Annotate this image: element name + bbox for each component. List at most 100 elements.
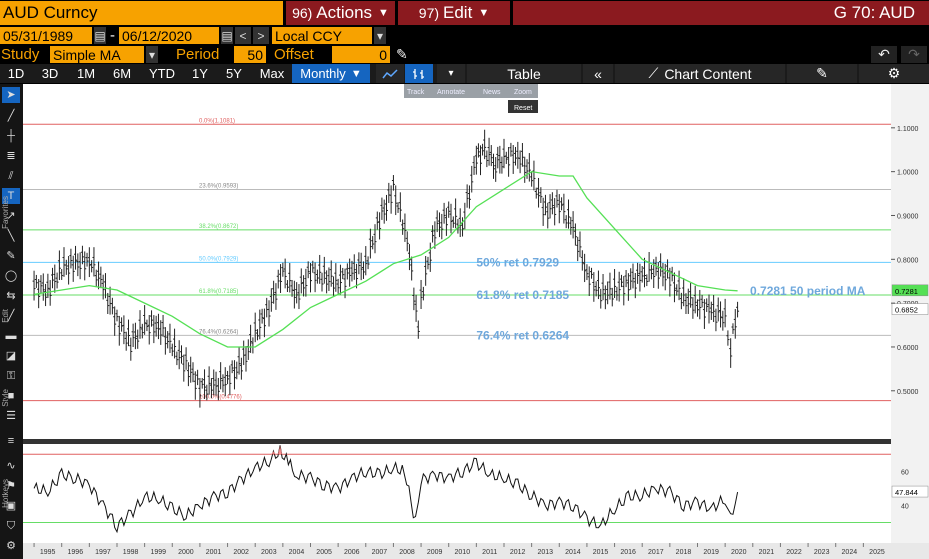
brush-icon[interactable]: ╱ (7, 310, 15, 322)
gear-icon[interactable]: ⚙ (6, 540, 16, 552)
shield-icon[interactable]: ⛉ (6, 520, 16, 532)
x-tick-label: 2023 (814, 549, 830, 556)
x-tick-label: 2013 (537, 549, 553, 556)
end-date-value: 06/12/2020 (122, 27, 193, 44)
measure-icon[interactable]: ⇆ (6, 290, 16, 302)
left-toolbar: ➤ ╱ ┼ ≣ ⫽ T ↗ ╲ ✎ ◯ ⇆ ╱ ▬ ◪ ⚿ ■ ☰ ≡ ∿ ⚑ … (0, 84, 23, 559)
actions-label: Actions (316, 3, 373, 22)
edit-chart-icon[interactable]: ✎ (787, 64, 857, 83)
edit-menu-button[interactable]: 97) Edit ▼ (398, 1, 510, 25)
caret-down-icon: ▼ (478, 7, 490, 19)
period-input[interactable]: 50 (234, 46, 266, 63)
currency-select[interactable]: Local CCY (272, 27, 372, 44)
news-button[interactable]: News (483, 89, 501, 96)
calendar-icon[interactable]: ▤ (221, 27, 233, 44)
ray-icon[interactable]: ╲ (7, 230, 15, 242)
trendline-icon[interactable]: ╱ (7, 110, 15, 122)
x-tick-label: 2014 (565, 549, 581, 556)
end-date-field[interactable]: 06/12/2020 (119, 27, 219, 44)
pen-icon[interactable]: ✎ (6, 250, 16, 262)
lock-icon[interactable]: ⚿ (6, 370, 16, 382)
zoom-button[interactable]: Zoom (514, 89, 532, 96)
tab-5y[interactable]: 5Y (226, 66, 242, 81)
highlight-icon[interactable]: ▬ (5, 330, 17, 342)
line-style-icon[interactable]: ☰ (6, 410, 16, 422)
study-value: Simple MA (53, 46, 121, 63)
frequency-select[interactable]: Monthly ▼ (292, 64, 370, 83)
pane-divider (23, 439, 929, 444)
tab-ytd[interactable]: YTD (149, 66, 175, 81)
hotkeys-label: Hotkeys (1, 479, 10, 508)
tab-1y[interactable]: 1Y (192, 66, 208, 81)
reset-button-bg[interactable] (508, 100, 538, 113)
rsi-pane (23, 444, 891, 543)
tab-1d[interactable]: 1D (7, 66, 25, 81)
undo-icon[interactable]: ↶ (871, 46, 897, 63)
dropdown-icon[interactable]: ▾ (374, 27, 386, 44)
study-select[interactable]: Simple MA (50, 46, 144, 63)
wave-icon[interactable]: ∿ (6, 460, 16, 472)
x-tick-label: 1999 (150, 549, 166, 556)
x-tick-label: 2022 (786, 549, 802, 556)
x-tick-label: 2012 (510, 549, 526, 556)
x-tick-label: 1996 (68, 549, 84, 556)
price-tick-label: 0.6000 (897, 345, 919, 352)
pencil-icon[interactable]: ✎ (396, 46, 408, 62)
tab-3d[interactable]: 3D (41, 66, 59, 81)
x-tick-label: 2024 (842, 549, 858, 556)
chart-type-dropdown-icon[interactable]: ▾ (437, 64, 465, 83)
x-tick-label: 1997 (95, 549, 111, 556)
table-button[interactable]: Table (467, 64, 581, 83)
chart-content-button[interactable]: ⟋ Chart Content (615, 64, 785, 83)
settings-gear-icon[interactable]: ⚙ (859, 64, 929, 83)
fibonacci-icon[interactable]: ≣ (6, 150, 16, 162)
x-tick-label: 2002 (233, 549, 249, 556)
cursor-arrow-icon[interactable]: ➤ (2, 87, 20, 103)
line-chart-icon[interactable] (376, 64, 404, 83)
annotations: 50% ret 0.7929 61.8% ret 0.7185 76.4% ret … (476, 255, 865, 342)
annotate-button[interactable]: Annotate (437, 89, 465, 96)
price-series (32, 129, 740, 408)
frequency-value: Monthly (300, 66, 346, 81)
x-tick-label: 2008 (399, 549, 415, 556)
collapse-panel-icon[interactable]: « (583, 64, 613, 83)
chevron-right-icon[interactable]: > (253, 27, 269, 44)
redo-icon[interactable]: ↷ (901, 46, 927, 63)
start-date-field[interactable]: 05/31/1989 (0, 27, 92, 44)
edit-label: Edit (443, 3, 473, 22)
edit-label: Edit (1, 309, 10, 323)
x-tick-label: 2007 (372, 549, 388, 556)
annotation-label: 0.7281 50 period MA (750, 284, 866, 298)
actions-menu-button[interactable]: 96) Actions ▼ (286, 1, 395, 25)
calendar-icon[interactable]: ▤ (94, 27, 106, 44)
floating-toolbar: Track Annotate News Zoom Reset (404, 84, 538, 113)
dropdown-icon[interactable]: ▾ (146, 46, 158, 63)
line-width-icon[interactable]: ≡ (7, 435, 15, 447)
color-fill-icon[interactable]: ■ (7, 390, 15, 402)
tab-1m[interactable]: 1M (76, 66, 96, 81)
channel-icon[interactable]: ⫽ (8, 170, 14, 182)
chart-area[interactable]: 0.0%(1.1081) 23.6%(0.9593) 38.2%(0.8672) 50… (23, 84, 929, 559)
offset-input[interactable]: 0 (332, 46, 390, 63)
reset-button[interactable]: Reset (514, 105, 532, 112)
ellipse-icon[interactable]: ◯ (4, 270, 18, 282)
text-tool-icon[interactable]: T (2, 188, 20, 204)
crosshair-icon[interactable]: ┼ (7, 130, 15, 142)
price-tick-label: 0.9000 (897, 213, 919, 220)
tab-6m[interactable]: 6M (112, 66, 132, 81)
annotation-label: 50% ret 0.7929 (476, 255, 559, 269)
eraser-icon[interactable]: ◪ (5, 350, 17, 362)
x-tick-label: 2019 (703, 549, 719, 556)
track-button[interactable]: Track (407, 89, 425, 96)
security-ticker[interactable]: AUD Curncy (0, 1, 283, 25)
favorites-label: Favorites (1, 196, 10, 229)
study-label: Study (1, 46, 40, 63)
bar-chart-icon[interactable] (405, 64, 433, 83)
arrow-tool-icon[interactable]: ↗ (6, 210, 16, 222)
x-tick-label: 2005 (316, 549, 332, 556)
tab-max[interactable]: Max (259, 66, 285, 81)
android-icon[interactable]: ▣ (5, 500, 17, 512)
edit-num: 97) (418, 5, 440, 21)
chevron-left-icon[interactable]: < (235, 27, 251, 44)
flag-icon[interactable]: ⚑ (6, 480, 16, 492)
